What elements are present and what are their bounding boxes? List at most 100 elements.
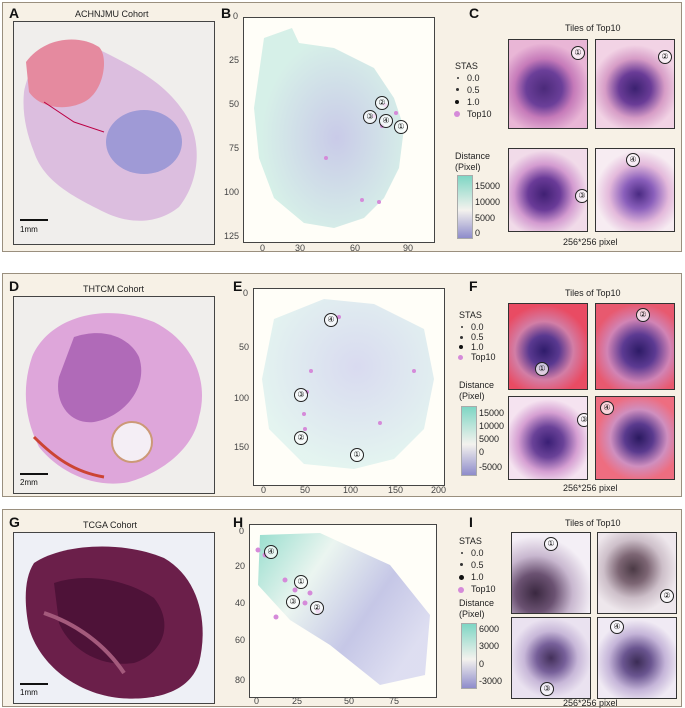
tissue-image [25,546,203,699]
x-tick: 0 [260,243,266,253]
top10-point [307,590,313,596]
scatter-plot: ① ② ③ ④ [249,524,437,698]
y-tick: 80 [235,675,246,685]
marker-label: ③ [363,110,377,124]
tiles-footer: 256*256 pixel [563,237,618,247]
y-tick: 100 [224,187,240,197]
top10-point [378,421,382,425]
top10-point [255,547,261,553]
tiles-title: Tiles of Top10 [565,23,621,33]
y-tick: 60 [235,635,246,645]
cohort-title: THTCM Cohort [83,284,145,294]
tile-image: ② [597,532,677,614]
tiles-title: Tiles of Top10 [565,518,621,528]
top10-point [273,614,279,620]
x-tick: 100 [343,485,359,495]
x-tick: 50 [344,696,355,706]
tiles-title: Tiles of Top10 [565,288,621,298]
panel-label-i: I [469,514,473,530]
marker-label: ③ [294,388,308,402]
figure-row-thtcm: D THTCM Cohort 2mm E ① ② ③ ④ 0 50 100 1 [2,273,682,497]
panel-label-h: H [233,514,244,530]
panel-label-g: G [9,514,20,530]
y-tick: 40 [235,598,246,608]
scatter-plot: ① ② ③ ④ [253,288,445,486]
x-tick: 60 [350,243,361,253]
tile-image: ③ [511,617,591,699]
x-tick: 90 [403,243,414,253]
scale-bar-label: 2mm [20,478,38,487]
x-tick: 30 [295,243,306,253]
marker-label: ② [310,601,324,615]
y-tick: 0 [233,11,239,21]
top10-point [360,198,364,202]
top10-point [377,200,381,204]
marker-label: ② [294,431,308,445]
scale-bar-label: 1mm [20,225,38,234]
top10-point [309,369,313,373]
tiles-footer: 256*256 pixel [563,483,618,493]
cohort-title: TCGA Cohort [83,520,138,530]
top10-point [394,111,398,115]
top10-point [337,315,341,319]
wsi-thumbnail: 2mm [13,296,215,494]
tile-image: ④ [595,148,675,232]
tissue-image [25,313,203,484]
y-tick: 25 [229,55,240,65]
figure-row-tcga: G TCGA Cohort 1mm H ① ② ③ ④ 0 20 40 60 [2,509,682,708]
marker-label: ③ [286,595,300,609]
panel-label-f: F [469,278,478,294]
tile-image: ② [595,303,675,390]
scale-bar-label: 1mm [20,688,38,697]
x-tick: 75 [389,696,400,706]
tile-image: ④ [597,617,677,699]
tile-image: ① [508,303,588,390]
y-tick: 20 [235,561,246,571]
tile-image: ① [508,39,588,129]
top10-point [302,412,306,416]
tile-image: ① [511,532,591,614]
y-tick: 0 [239,526,245,536]
marker-label: ④ [324,313,338,327]
x-tick: 25 [292,696,303,706]
y-tick: 0 [243,288,249,298]
y-tick: 100 [234,393,250,403]
y-tick: 50 [239,342,250,352]
y-tick: 50 [229,99,240,109]
x-tick: 150 [388,485,404,495]
marker-label: ④ [264,545,278,559]
x-tick: 200 [431,485,447,495]
tile-image: ③ [508,396,588,480]
top10-point [292,587,298,593]
tile-image: ③ [508,148,588,232]
panel-label-d: D [9,278,20,294]
marker-label: ① [294,575,308,589]
y-tick: 75 [229,143,240,153]
marker-label: ④ [379,114,393,128]
top10-point [303,427,307,431]
top10-point [412,369,416,373]
x-tick: 50 [300,485,311,495]
tiles-footer: 256*256 pixel [563,698,618,708]
wsi-thumbnail: 1mm [13,532,215,704]
cohort-title: ACHNJMU Cohort [75,9,149,19]
y-tick: 150 [234,442,250,452]
x-tick: 0 [261,485,267,495]
colorbar [461,623,477,689]
marker-label: ② [375,96,389,110]
y-tick: 125 [224,231,240,241]
colorbar [461,406,477,476]
x-tick: 0 [254,696,260,706]
tissue-image [23,39,197,221]
marker-label: ① [350,448,364,462]
tile-image: ② [595,39,675,129]
figure-row-achnjmu: A ACHNJMU Cohort 1mm B ① ② ③ ④ 0 25 50 [2,2,682,253]
tile-image: ④ [595,396,675,480]
panel-label-e: E [233,278,243,294]
colorbar [457,175,473,239]
panel-label-b: B [221,5,232,21]
wsi-thumbnail: 1mm [13,21,215,245]
scatter-plot: ① ② ③ ④ [243,17,435,243]
panel-label-c: C [469,5,480,21]
top10-point [282,577,288,583]
